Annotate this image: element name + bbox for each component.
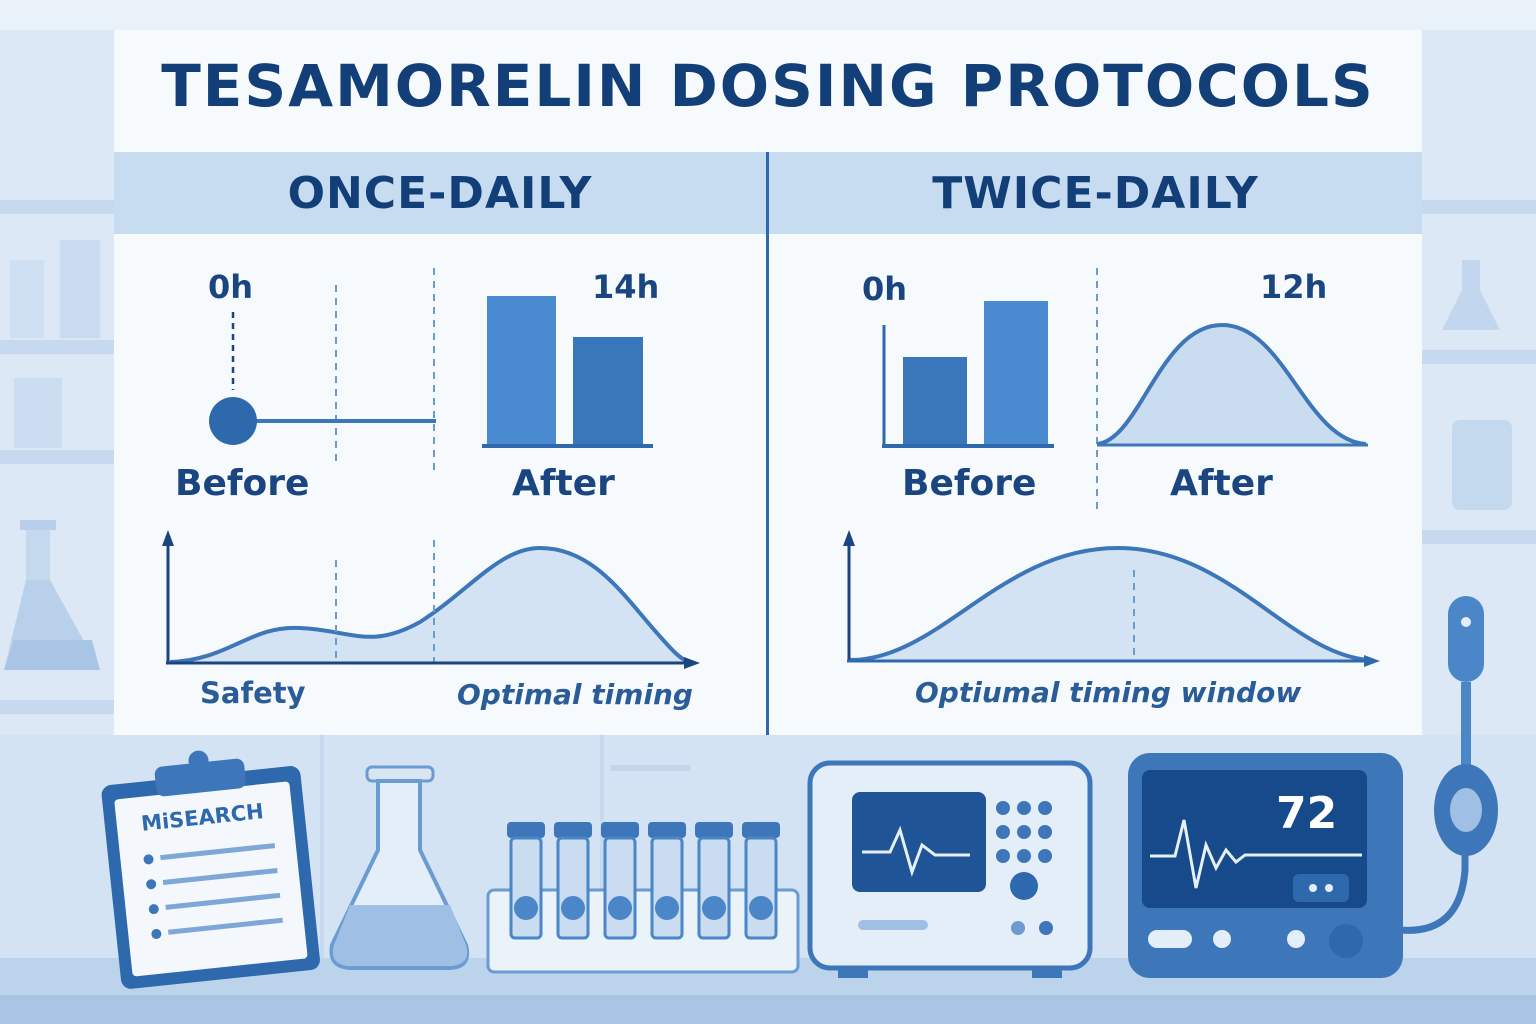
once-daily-optimal-caption: Optimal timing xyxy=(457,678,693,711)
twice-daily-before-label: Before xyxy=(902,463,1037,504)
twice-daily-after-label: After xyxy=(1170,463,1273,504)
twice-daily-after-curve xyxy=(1096,322,1368,447)
clipboard-icon xyxy=(101,750,320,989)
vial-icon xyxy=(742,822,780,940)
patient-monitor-icon xyxy=(1128,596,1498,978)
once-daily-concentration-curve xyxy=(162,530,700,669)
twice-daily-bar-1 xyxy=(903,357,967,446)
twice-daily-header: TWICE-DAILY xyxy=(769,152,1422,234)
once-daily-bar-2 xyxy=(573,337,643,446)
vial-icon xyxy=(554,822,592,940)
once-daily-end-time: 14h xyxy=(592,268,660,306)
twice-daily-bar-chart xyxy=(882,301,1054,448)
monitor-heart-rate: 72 xyxy=(1276,788,1338,839)
once-daily-bar-1 xyxy=(487,296,556,446)
dose-point-marker xyxy=(209,397,257,445)
vial-icon xyxy=(601,822,639,940)
flask-icon xyxy=(329,765,470,970)
vial-icon xyxy=(507,822,545,940)
vial-icon xyxy=(648,822,686,940)
once-daily-before-label: Before xyxy=(175,463,310,504)
once-daily-header: ONCE-DAILY xyxy=(114,152,766,234)
page-title: TESAMORELIN DOSING PROTOCOLS xyxy=(161,52,1375,120)
once-daily-start-time: 0h xyxy=(208,268,254,306)
twice-daily-start-time: 0h xyxy=(862,270,908,308)
once-daily-bar-chart xyxy=(482,296,653,448)
ecg-machine-icon xyxy=(807,760,1093,978)
vial-icon xyxy=(695,822,733,940)
once-daily-safety-caption: Safety xyxy=(200,676,306,710)
twice-daily-caption: Optiumal timing window xyxy=(915,676,1302,709)
once-daily-after-label: After xyxy=(512,463,615,504)
twice-daily-concentration-curve xyxy=(843,530,1380,667)
column-divider xyxy=(766,152,769,735)
twice-daily-end-time: 12h xyxy=(1260,268,1328,306)
once-daily-timeline xyxy=(209,268,436,470)
twice-daily-bar-2 xyxy=(984,301,1048,446)
background-flask-icon xyxy=(4,520,100,670)
vial-rack-icon xyxy=(486,822,800,974)
